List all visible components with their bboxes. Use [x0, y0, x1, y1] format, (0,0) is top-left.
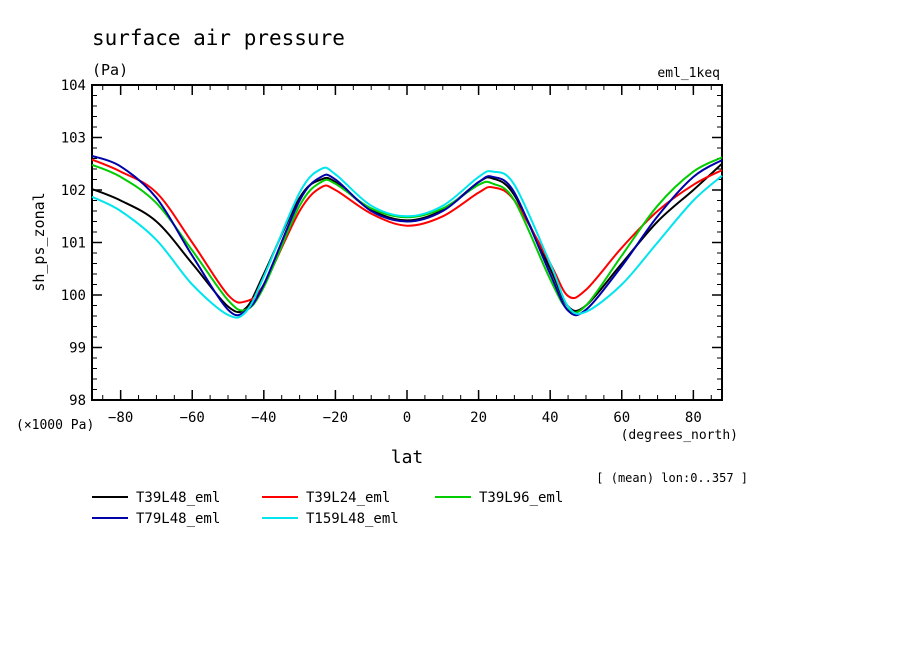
- x-tick-label: −40: [251, 410, 276, 426]
- x-tick-label: 0: [403, 410, 411, 426]
- x-tick-label: 80: [685, 410, 702, 426]
- y-tick-label: 103: [61, 131, 86, 147]
- x-axis-label: lat: [391, 447, 424, 468]
- plot-area: 98 99 100 101 102 103 104 −80 −60 −40 −20 0 20 40 60 8…: [61, 78, 723, 426]
- legend-label: T159L48_eml: [306, 511, 399, 527]
- series-line-t39l24_eml: [91, 158, 723, 304]
- legend-label: T39L24_eml: [306, 490, 390, 506]
- experiment-label: eml_1keq: [657, 66, 720, 81]
- x-units-label: (degrees_north): [621, 428, 738, 443]
- legend: T39L48_eml T39L24_eml T39L96_eml T79L48_eml…: [92, 490, 563, 527]
- x-tick-label: −20: [323, 410, 348, 426]
- x-tick-label: 20: [470, 410, 487, 426]
- x-tick-label: −80: [108, 410, 133, 426]
- legend-item: T39L48_eml: [92, 490, 220, 506]
- y-tick-label: 100: [61, 288, 86, 304]
- y-tick-label: 102: [61, 183, 86, 199]
- series-line-t39l48_eml: [91, 163, 723, 314]
- legend-item: T79L48_eml: [92, 511, 220, 527]
- series-line-t79l48_eml: [91, 154, 723, 317]
- x-tick-label: 40: [542, 410, 559, 426]
- legend-label: T39L48_eml: [136, 490, 220, 506]
- x-axis: −80 −60 −40 −20 0 20 40 60 80: [108, 85, 702, 426]
- y-tick-label: 98: [69, 393, 86, 409]
- x-tick-label: −60: [180, 410, 205, 426]
- y-axis-label: sh_ps_zonal: [30, 192, 48, 291]
- legend-item: T159L48_eml: [262, 511, 399, 527]
- x-tick-label: 60: [613, 410, 630, 426]
- legend-label: T79L48_eml: [136, 511, 220, 527]
- legend-item: T39L24_eml: [262, 490, 390, 506]
- y-scale-note: (×1000 Pa): [16, 418, 94, 433]
- series-lines: [91, 154, 723, 319]
- legend-item: T39L96_eml: [435, 490, 563, 506]
- y-tick-label: 101: [61, 236, 86, 252]
- subset-note: [ (mean) lon:0..357 ]: [596, 471, 748, 485]
- y-tick-label: 99: [69, 341, 86, 357]
- legend-label: T39L96_eml: [479, 490, 563, 506]
- chart-header: surface air pressure (Pa) eml_1keq: [92, 26, 720, 81]
- y-tick-label: 104: [61, 78, 86, 94]
- chart-title: surface air pressure: [92, 26, 345, 50]
- series-line-t159l48_eml: [91, 166, 723, 319]
- chart-units: (Pa): [92, 61, 128, 79]
